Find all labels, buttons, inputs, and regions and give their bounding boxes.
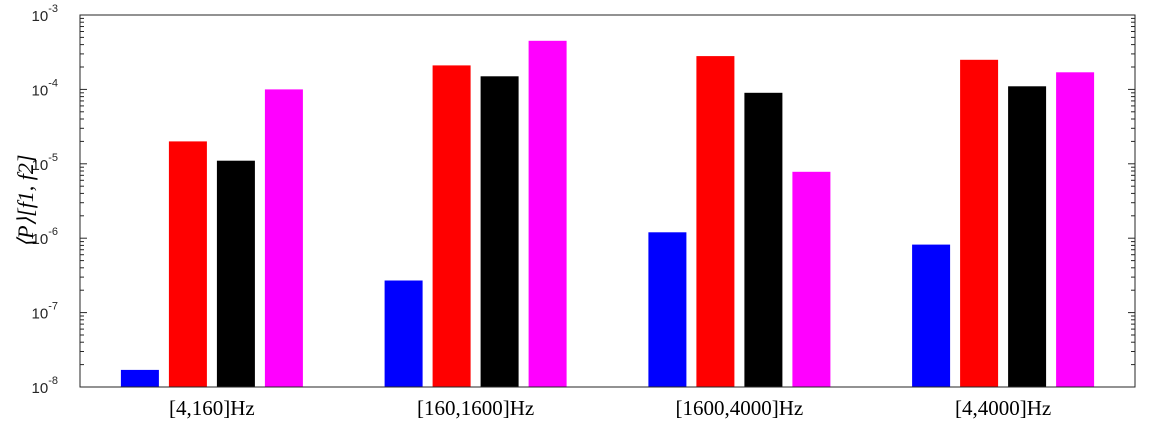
bar-1-1 xyxy=(120,369,159,387)
y-tick-label: 10-7 xyxy=(32,301,58,323)
plot-frame xyxy=(79,14,1136,388)
bar-4-4 xyxy=(1056,72,1095,388)
y-axis-label: ⟨P⟩[f1, f2] xyxy=(13,155,38,248)
bar-2-2 xyxy=(432,65,471,388)
bar-4-3 xyxy=(792,171,831,387)
bar-4-2 xyxy=(528,40,567,388)
bar-3-1 xyxy=(216,160,255,387)
y-tick-label: 10-5 xyxy=(32,152,58,174)
bars-group xyxy=(120,40,1095,388)
x-category-label: [4,160]Hz xyxy=(169,396,255,420)
bar-3-3 xyxy=(744,92,783,388)
y-tick-label: 10-8 xyxy=(32,375,58,397)
x-labels-group: [4,160]Hz [160,1600]Hz [1600,4000]Hz [4,400… xyxy=(169,396,1051,420)
bar-1-3 xyxy=(648,232,687,387)
y-tick-label: 10-3 xyxy=(32,3,58,25)
bar-2-4 xyxy=(960,59,999,388)
bar-1-2 xyxy=(384,280,423,387)
plot-area xyxy=(80,15,1135,387)
bar-1-4 xyxy=(912,244,951,387)
bar-4-1 xyxy=(264,89,303,388)
y-ticks-group: 10-8 10-7 10-6 10-5 10-4 10-3 xyxy=(32,3,1135,397)
bar-3-4 xyxy=(1008,86,1047,388)
y-tick-label: 10-6 xyxy=(32,226,58,248)
bar-2-1 xyxy=(168,141,207,387)
x-category-label: [160,1600]Hz xyxy=(417,396,534,420)
bar-2-3 xyxy=(696,56,735,387)
x-category-label: [1600,4000]Hz xyxy=(676,396,804,420)
bar-3-2 xyxy=(480,76,519,388)
x-category-label: [4,4000]Hz xyxy=(955,396,1051,420)
y-tick-label: 10-4 xyxy=(32,77,58,99)
